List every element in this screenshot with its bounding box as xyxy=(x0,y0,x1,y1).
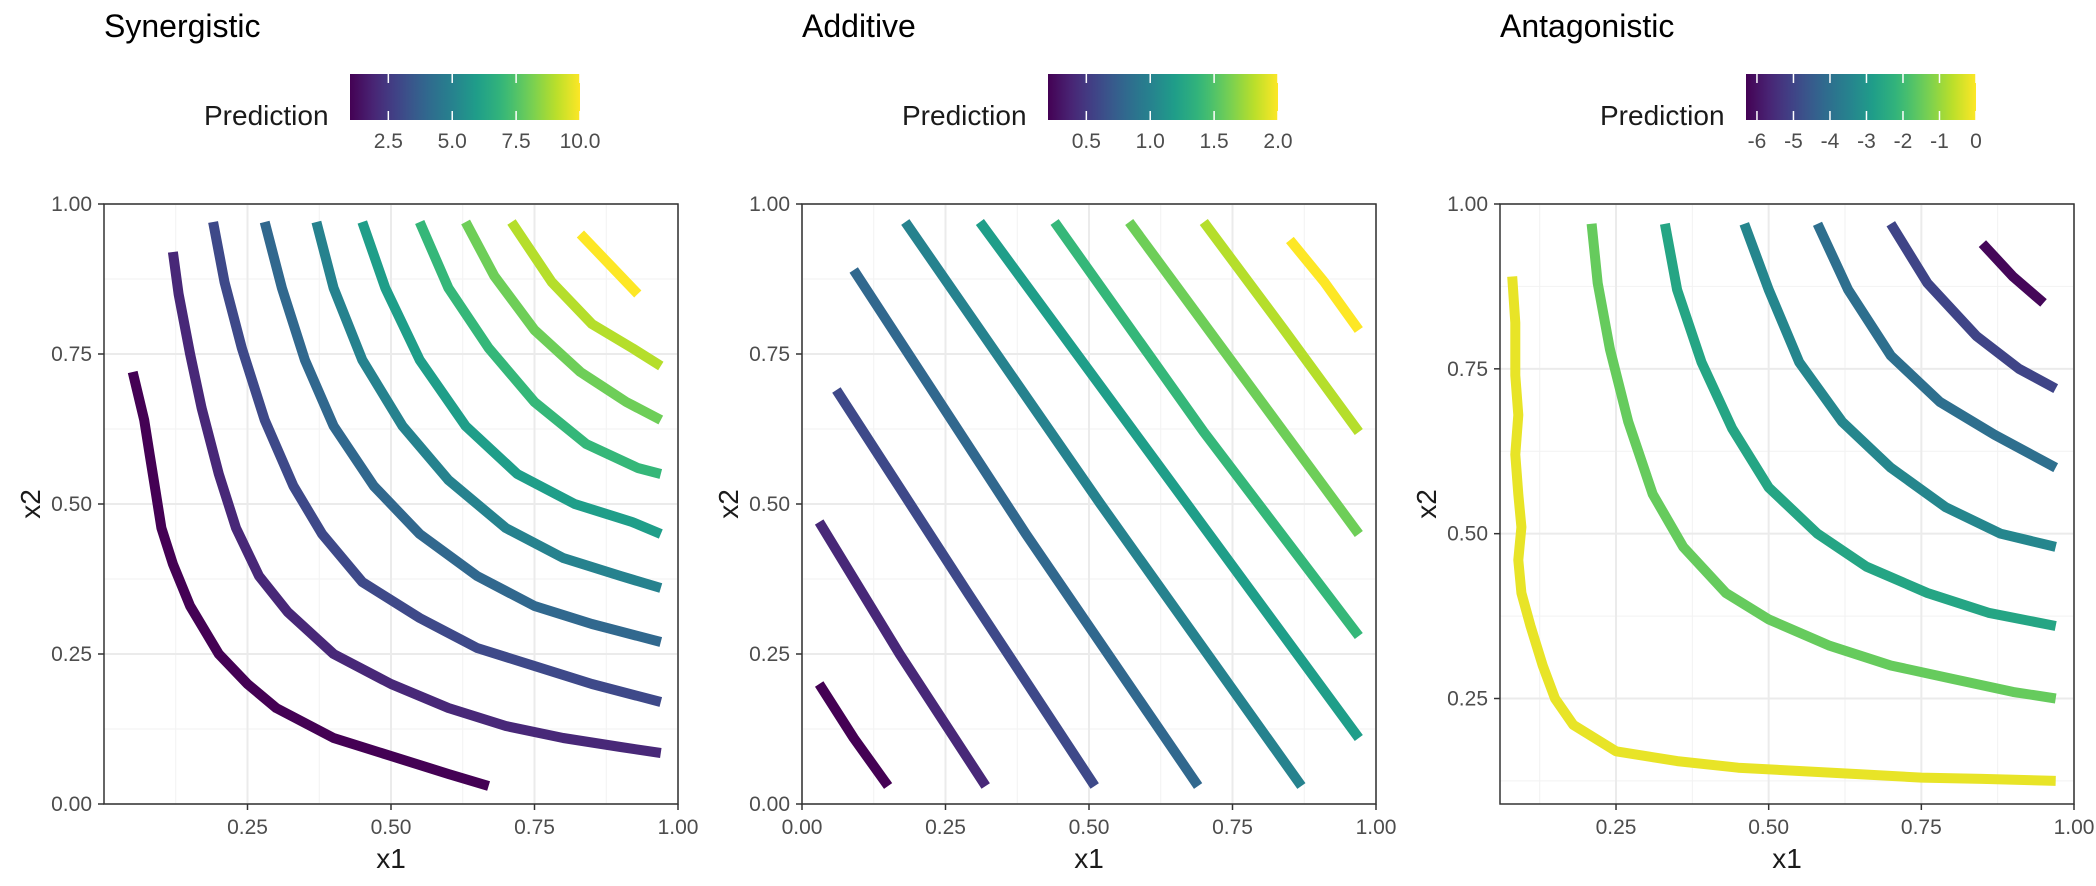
legend-tick-label: 1.5 xyxy=(1200,130,1229,153)
legend-tick-label: 2.5 xyxy=(374,130,403,153)
contour-line xyxy=(461,219,664,425)
y-tick-label: 0.75 xyxy=(1447,358,1488,381)
x-tick-label: 1.00 xyxy=(1356,816,1397,839)
contour-line xyxy=(576,230,642,298)
y-tick-label: 0.75 xyxy=(749,343,790,366)
contour-line xyxy=(259,220,663,647)
x-axis-title: x1 xyxy=(1074,843,1104,874)
contour-line xyxy=(975,219,1363,741)
y-tick-label: 0.75 xyxy=(51,343,92,366)
contour-line xyxy=(357,220,663,539)
contour-line xyxy=(1507,276,2056,786)
legend-tick-label: 0.5 xyxy=(1072,130,1101,153)
legend-tick-label: -5 xyxy=(1784,130,1803,153)
panel-border xyxy=(1499,203,2075,805)
x-tick-label: 1.00 xyxy=(2054,816,2095,839)
contour-line xyxy=(1886,221,2059,394)
legend-title: Prediction xyxy=(204,100,329,131)
x-tick-label: 0.50 xyxy=(371,816,412,839)
y-tick-label: 0.50 xyxy=(749,493,790,516)
legend-tick-label: 7.5 xyxy=(502,130,531,153)
legend-tick-label: -6 xyxy=(1748,130,1767,153)
contour-line xyxy=(507,219,664,371)
contour-line xyxy=(901,219,1306,789)
x-axis-title: x1 xyxy=(1772,843,1802,874)
legend-tick-label: 5.0 xyxy=(438,130,467,153)
y-tick-label: 0.25 xyxy=(1447,688,1488,711)
legend-tick-label: -3 xyxy=(1857,130,1876,153)
contour-line xyxy=(1125,219,1363,537)
colorbar xyxy=(1746,74,1976,120)
contour-line xyxy=(208,221,663,707)
contour-line xyxy=(127,370,491,791)
contour-line xyxy=(1739,222,2057,552)
y-tick-label: 0.00 xyxy=(749,793,790,816)
contour-line xyxy=(849,267,1203,789)
y-axis-title: x2 xyxy=(713,489,744,519)
y-tick-label: 0.50 xyxy=(51,493,92,516)
colorbar xyxy=(1048,74,1278,120)
synergistic-plot: 2.5 5.0 7.5 10.0 0.25 0.50 0.75 1.00 0.00 0.25 0.5… xyxy=(15,74,699,874)
synergistic-panel: Synergistic Prediction 2.5 5.0 7.5 10.0 0.25… xyxy=(0,0,698,886)
additive-plot: 0.5 1.0 1.5 2.0 0.00 0.25 0.50 0.75 1.00 0.00 0.25… xyxy=(713,74,1397,874)
x-tick-label: 0.00 xyxy=(782,816,823,839)
panel-title: Additive xyxy=(802,8,916,44)
legend-tick-label: 10.0 xyxy=(560,130,601,153)
y-tick-label: 0.00 xyxy=(51,793,92,816)
y-tick-label: 1.00 xyxy=(749,193,790,216)
legend-title: Prediction xyxy=(1600,100,1725,131)
y-axis-title: x2 xyxy=(1411,489,1442,519)
x-tick-label: 0.50 xyxy=(1748,816,1789,839)
legend-tick-label: 0 xyxy=(1970,130,1982,153)
x-tick-label: 0.25 xyxy=(1596,816,1637,839)
x-axis-title: x1 xyxy=(376,843,406,874)
legend-tick-label: 2.0 xyxy=(1263,130,1292,153)
additive-panel: Additive Prediction 0.5 1.0 1.5 2.0 0.00 0.25… xyxy=(698,0,1396,886)
panel-title: Synergistic xyxy=(104,8,261,44)
x-tick-label: 0.50 xyxy=(1069,816,1110,839)
y-tick-label: 0.25 xyxy=(51,643,92,666)
contour-line xyxy=(1286,236,1363,333)
antagonistic-panel: Antagonistic Prediction -6 -5 -4 -3 -2 -1 0 0.2… xyxy=(1396,0,2094,886)
contour-line xyxy=(311,220,663,593)
contour-line xyxy=(832,387,1099,789)
contour-line xyxy=(1812,221,2059,473)
contour-line xyxy=(814,681,893,789)
x-tick-label: 0.75 xyxy=(514,816,555,839)
legend-tick-label: -1 xyxy=(1930,130,1949,153)
contour-line xyxy=(1199,219,1363,435)
x-tick-label: 0.25 xyxy=(925,816,966,839)
contour-line xyxy=(1050,219,1363,640)
contour-line xyxy=(1586,223,2057,704)
legend-tick-label: 1.0 xyxy=(1136,130,1165,153)
contour-line xyxy=(1978,240,2047,307)
legend-tick-label: -2 xyxy=(1894,130,1913,153)
contour-line xyxy=(1659,222,2057,631)
antagonistic-plot: -6 -5 -4 -3 -2 -1 0 0.25 0.50 0.75 1.00 0.25 0.50 0.7… xyxy=(1411,74,2095,874)
legend-title: Prediction xyxy=(902,100,1027,131)
contour-line xyxy=(415,220,663,479)
contour-line xyxy=(167,251,662,758)
y-tick-label: 1.00 xyxy=(51,193,92,216)
x-tick-label: 0.25 xyxy=(227,816,268,839)
x-tick-label: 1.00 xyxy=(658,816,699,839)
x-tick-label: 0.75 xyxy=(1212,816,1253,839)
colorbar xyxy=(350,74,580,120)
y-tick-label: 1.00 xyxy=(1447,193,1488,216)
y-tick-label: 0.50 xyxy=(1447,523,1488,546)
panel-title: Antagonistic xyxy=(1500,8,1675,44)
contour-line xyxy=(814,519,990,789)
x-tick-label: 0.75 xyxy=(1901,816,1942,839)
legend-tick-label: -4 xyxy=(1821,130,1840,153)
y-tick-label: 0.25 xyxy=(749,643,790,666)
y-axis-title: x2 xyxy=(15,489,46,519)
